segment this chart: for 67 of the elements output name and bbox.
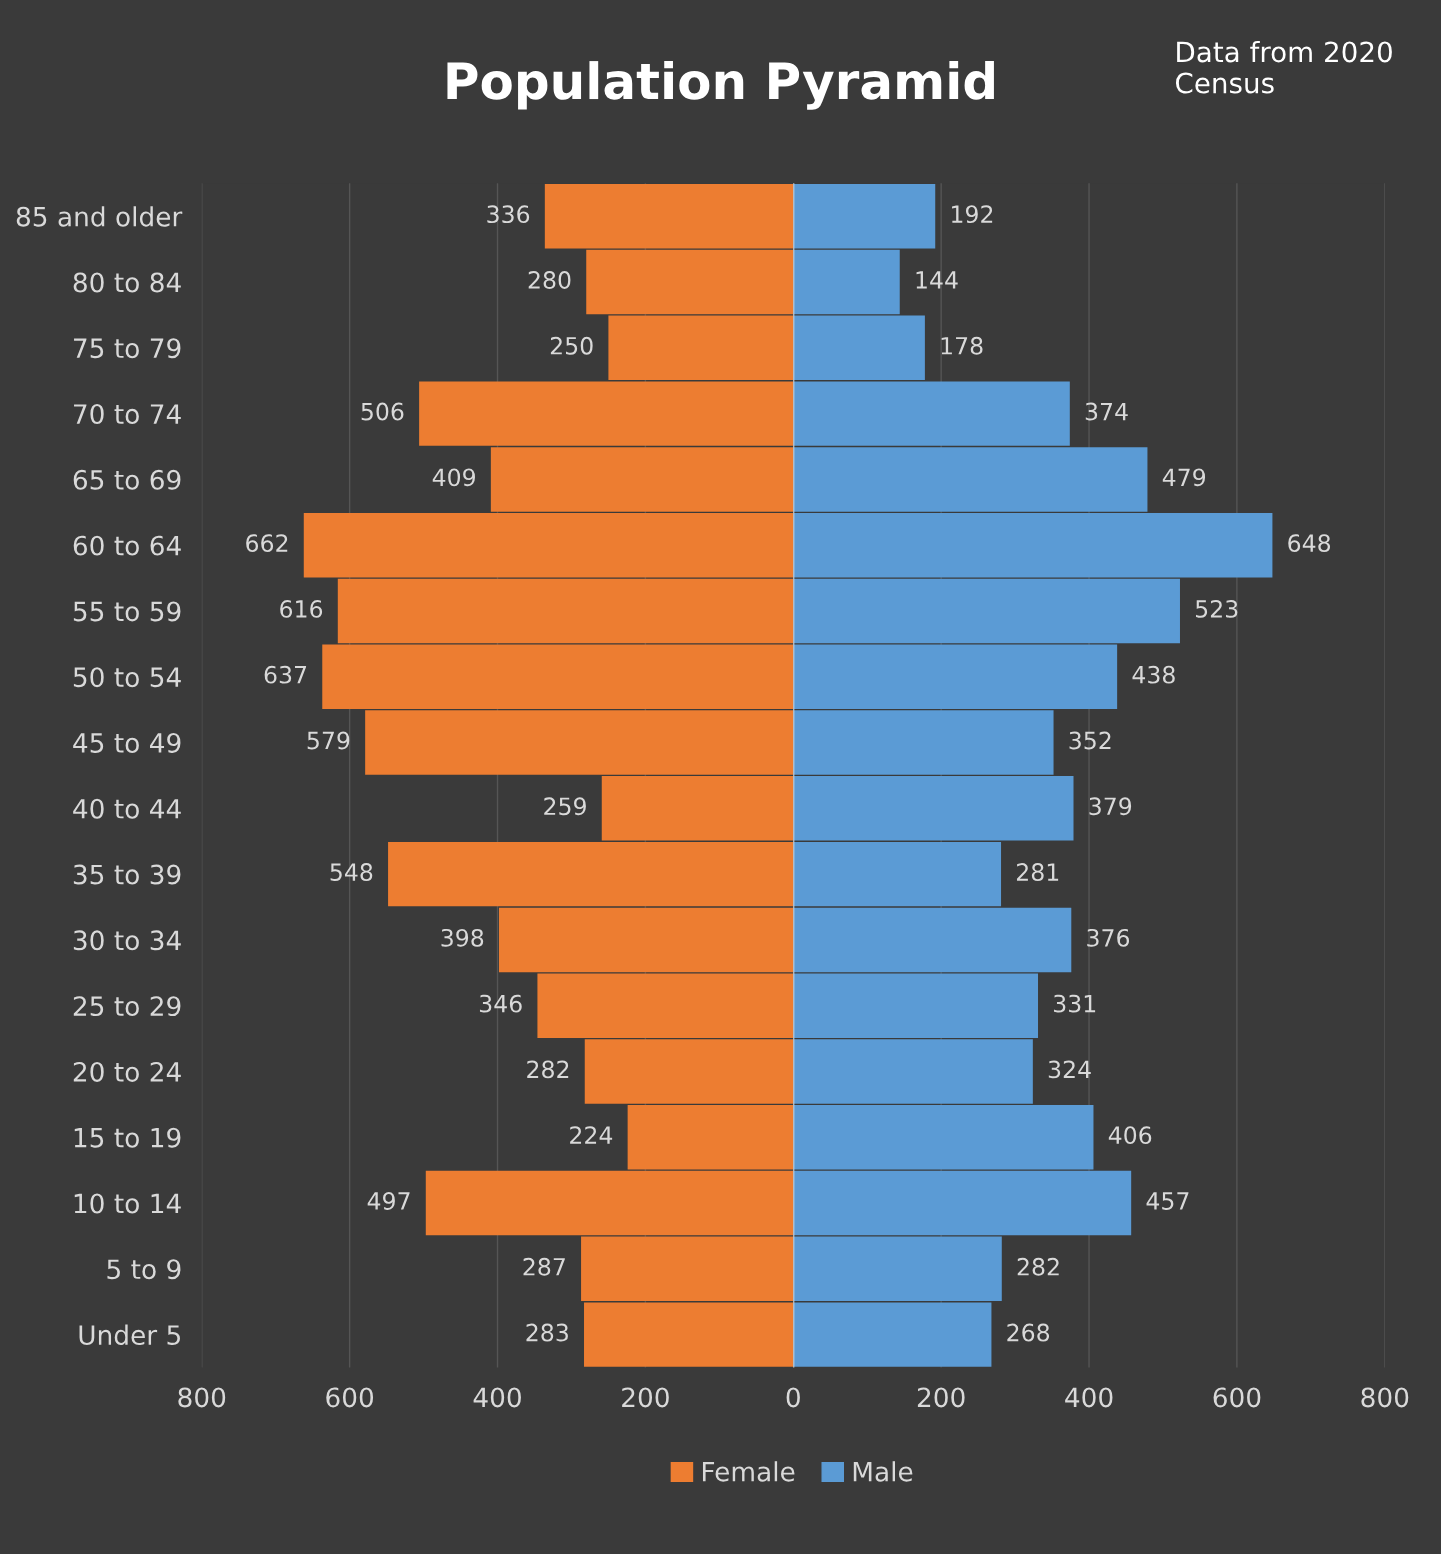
- data-label: 282: [527, 1060, 569, 1079]
- data-label: 409: [432, 468, 475, 487]
- x-tick-label: 600: [326, 1387, 374, 1408]
- y-tick-label: 55 to 59: [73, 601, 181, 622]
- x-tick-label: 0: [786, 1387, 800, 1408]
- data-label: 523: [1196, 599, 1238, 618]
- data-label: 457: [1146, 1192, 1189, 1210]
- y-tick-label: 60 to 64: [73, 535, 181, 556]
- y-tick-label: 35 to 39: [73, 864, 181, 885]
- y-tick-label: 50 to 54: [73, 667, 181, 688]
- y-tick-label: 75 to 79: [74, 338, 181, 359]
- data-label: 336: [487, 205, 530, 224]
- data-label: 662: [246, 534, 288, 553]
- y-tick-label: 30 to 34: [73, 930, 181, 951]
- x-tick-label: 800: [1361, 1387, 1409, 1408]
- data-label: 616: [280, 599, 323, 618]
- data-label: 268: [1007, 1323, 1050, 1342]
- x-tick-label: 200: [622, 1387, 669, 1408]
- x-tick-label: 600: [1213, 1387, 1261, 1408]
- data-label: 250: [550, 336, 593, 355]
- data-label: 352: [1069, 731, 1111, 750]
- data-label: 479: [1162, 468, 1206, 487]
- data-label: 346: [479, 994, 522, 1013]
- x-tick-label: 400: [473, 1387, 521, 1408]
- legend-label: Female: [702, 1461, 795, 1482]
- x-tick-label: 200: [917, 1387, 965, 1408]
- data-label: 287: [523, 1257, 565, 1276]
- data-label: 497: [367, 1192, 410, 1210]
- data-label: 374: [1085, 402, 1128, 421]
- y-tick-label: 40 to 44: [73, 798, 181, 819]
- data-label: 579: [307, 731, 350, 750]
- x-tick-label: 800: [178, 1387, 226, 1408]
- y-tick-label: Under 5: [79, 1324, 180, 1346]
- y-tick-label: 15 to 19: [74, 1127, 181, 1148]
- data-label: 224: [570, 1126, 613, 1144]
- y-tick-label: 20 to 24: [73, 1061, 181, 1082]
- data-label: 280: [528, 271, 571, 289]
- data-label: 379: [1089, 797, 1132, 816]
- data-label: 548: [330, 863, 373, 881]
- y-tick-label: 5 to 9: [107, 1259, 181, 1280]
- data-label: 283: [526, 1323, 568, 1342]
- data-label: 506: [361, 402, 404, 421]
- data-label: 178: [941, 336, 983, 355]
- legend-label: Male: [853, 1461, 913, 1482]
- data-label: 637: [264, 665, 307, 684]
- text: Data from 2020 Census: [1175, 40, 1392, 94]
- data-label: 192: [952, 205, 993, 224]
- y-tick-label: 65 to 69: [73, 469, 181, 490]
- chart-title: Population Pyramid: [447, 61, 994, 110]
- y-tick-label: 45 to 49: [73, 732, 181, 753]
- y-tick-label: 70 to 74: [74, 404, 181, 425]
- data-label: 324: [1048, 1060, 1091, 1079]
- y-tick-label: 10 to 14: [74, 1193, 181, 1214]
- data-label: 259: [544, 797, 586, 816]
- y-tick-label: 25 to 29: [73, 996, 181, 1017]
- data-label: 376: [1087, 928, 1130, 947]
- data-label: 144: [916, 271, 958, 289]
- data-label: 648: [1288, 534, 1331, 553]
- y-tick-label: 85 and older: [16, 206, 183, 227]
- x-tick-label: 400: [1065, 1387, 1113, 1408]
- data-label: 281: [1016, 863, 1059, 881]
- data-label: 406: [1108, 1126, 1152, 1145]
- y-tick-label: 80 to 84: [73, 272, 181, 293]
- data-label: 398: [441, 928, 484, 947]
- data-label: 331: [1054, 994, 1096, 1013]
- data-label: 282: [1017, 1257, 1059, 1276]
- data-label: 438: [1132, 665, 1175, 684]
